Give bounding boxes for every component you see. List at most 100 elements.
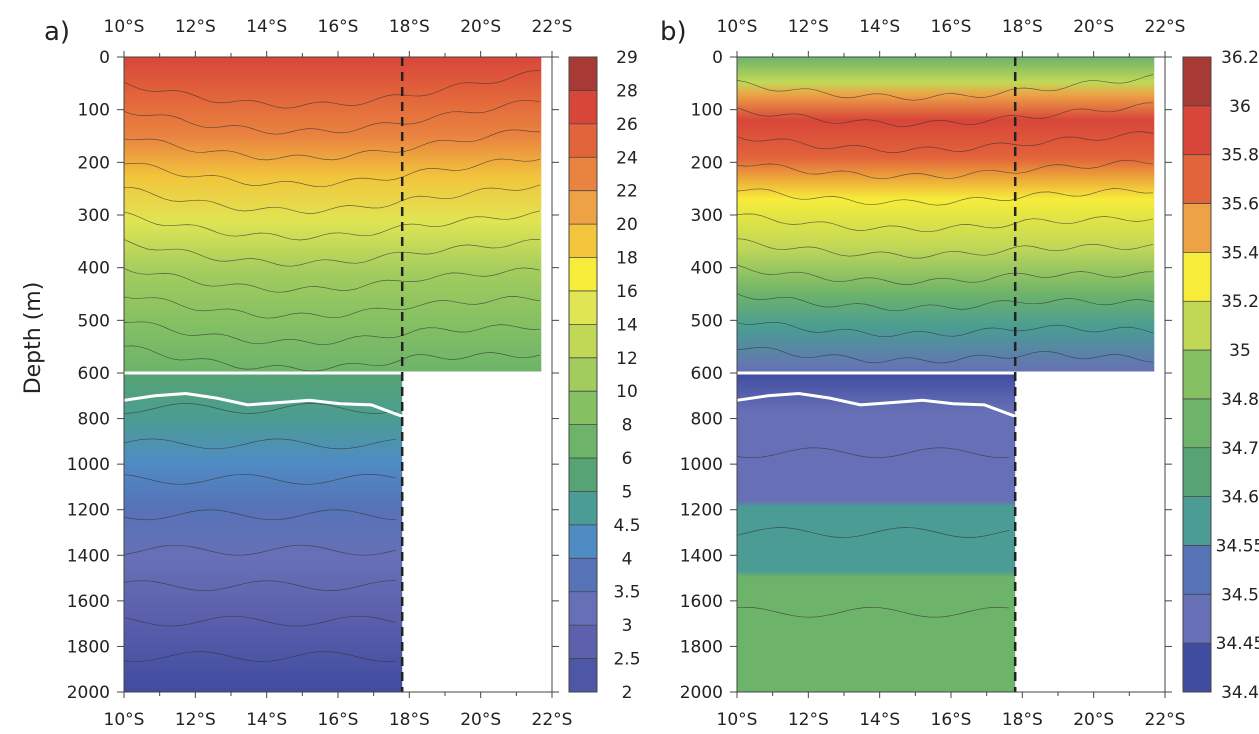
colorbar-label: 35.2 bbox=[1221, 292, 1259, 312]
contour-line bbox=[736, 447, 1010, 459]
y-tick-label: 300 bbox=[691, 206, 723, 226]
colorbar-band bbox=[1183, 105, 1211, 156]
colorbar-band bbox=[569, 123, 597, 158]
upper-field-block bbox=[124, 57, 542, 373]
colorbar-band bbox=[569, 257, 597, 292]
y-tick-label: 600 bbox=[691, 364, 723, 384]
colorbar-band bbox=[1183, 643, 1211, 693]
panel-b-colorbar: 36.2 36 35.8 35.6 35.4 35.2 35 34.8 34.7 34.6 34.5… bbox=[1182, 48, 1259, 703]
colorbar-band bbox=[569, 290, 597, 325]
y-tick-label: 300 bbox=[78, 206, 110, 226]
x-tick-label-top: 10°S bbox=[104, 17, 145, 37]
colorbar-label: 14 bbox=[616, 315, 638, 335]
contour-line bbox=[736, 264, 1154, 285]
x-tick-label-top: 22°S bbox=[1145, 17, 1186, 37]
contour-line bbox=[123, 544, 397, 556]
contour-line bbox=[736, 527, 1010, 538]
x-tick-label-top: 12°S bbox=[175, 17, 216, 37]
contour-line bbox=[123, 158, 541, 188]
y-tick-label: 1000 bbox=[67, 455, 110, 475]
colorbar-label: 34.55 bbox=[1216, 536, 1259, 556]
panel-b-y-ticks: 0 100 200 300 400 500 600 800 1000 1200 1400 1600 18… bbox=[680, 48, 723, 703]
y-tick-label: 2000 bbox=[680, 683, 723, 703]
y-tick-label: 1200 bbox=[680, 501, 723, 521]
colorbar-band bbox=[569, 491, 597, 526]
colorbar-label: 8 bbox=[622, 416, 633, 436]
colorbar-band bbox=[569, 157, 597, 192]
colorbar-band bbox=[1183, 301, 1211, 351]
colorbar-label: 34.45 bbox=[1216, 634, 1259, 654]
contour-line bbox=[123, 267, 541, 293]
x-tick-label-bottom: 14°S bbox=[246, 710, 287, 730]
contour-line bbox=[736, 74, 1154, 101]
y-tick-label: 200 bbox=[78, 153, 110, 173]
y-tick-label: 500 bbox=[78, 311, 110, 331]
x-tick-label-top: 12°S bbox=[788, 17, 829, 37]
x-tick-label-bottom: 16°S bbox=[318, 710, 359, 730]
x-tick-label-top: 14°S bbox=[246, 17, 287, 37]
panel-a-temperature: a) Depth (m) 10°S 12°S 14°S 16°S 18°S 20°S 22°… bbox=[21, 17, 641, 730]
y-tick-label: 500 bbox=[691, 311, 723, 331]
colorbar-label: 35.8 bbox=[1221, 146, 1259, 166]
x-tick-label-top: 22°S bbox=[532, 17, 573, 37]
colorbar-band bbox=[569, 190, 597, 225]
y-tick-label: 1600 bbox=[680, 592, 723, 612]
y-tick-label: 600 bbox=[78, 364, 110, 384]
x-tick-label-bottom: 20°S bbox=[460, 710, 501, 730]
x-tick-label-bottom: 10°S bbox=[104, 710, 145, 730]
x-tick-label-top: 20°S bbox=[460, 17, 501, 37]
y-tick-label: 0 bbox=[712, 48, 723, 68]
lower-field-block bbox=[124, 373, 403, 692]
contour-line bbox=[123, 321, 541, 346]
colorbar-band bbox=[569, 558, 597, 593]
panel-a-x-ticks-top: 10°S 12°S 14°S 16°S 18°S 20°S 22°S bbox=[104, 17, 573, 37]
panel-a-x-ticks-bottom: 10°S 12°S 14°S 16°S 18°S 20°S 22°S bbox=[104, 710, 573, 730]
x-tick-label-top: 10°S bbox=[717, 17, 758, 37]
contour-line bbox=[736, 188, 1154, 206]
colorbar-label: 26 bbox=[616, 115, 638, 135]
colorbar-label: 22 bbox=[616, 182, 638, 202]
x-tick-label-top: 18°S bbox=[1002, 17, 1043, 37]
contour-line bbox=[736, 293, 1154, 312]
colorbar-band bbox=[1183, 594, 1211, 644]
y-tick-label: 100 bbox=[78, 101, 110, 121]
x-tick-label-top: 20°S bbox=[1073, 17, 1114, 37]
x-tick-label-bottom: 20°S bbox=[1073, 710, 1114, 730]
colorbar-band bbox=[569, 90, 597, 125]
colorbar-band bbox=[1183, 350, 1211, 400]
colorbar-band bbox=[569, 391, 597, 426]
colorbar-band bbox=[569, 224, 597, 259]
panel-a-field bbox=[123, 57, 552, 692]
y-tick-label: 1600 bbox=[67, 592, 110, 612]
contour-line bbox=[123, 345, 541, 372]
x-tick-label-bottom: 14°S bbox=[859, 710, 900, 730]
colorbar-label: 5 bbox=[622, 482, 633, 502]
contour-line bbox=[736, 606, 1010, 618]
colorbar-band bbox=[569, 625, 597, 660]
contour-line bbox=[736, 346, 1154, 364]
contour-line bbox=[123, 403, 397, 414]
contour-line bbox=[736, 159, 1154, 180]
contour-line bbox=[123, 296, 541, 319]
panel-a-colorbar: 29 28 26 24 22 20 18 16 14 12 10 8 6 5 4.5 4 3.5 3 2.5 2 bbox=[568, 48, 641, 703]
y-tick-label: 400 bbox=[691, 259, 723, 279]
y-tick-label: 1400 bbox=[67, 546, 110, 566]
x-tick-label-top: 16°S bbox=[318, 17, 359, 37]
y-tick-label: 400 bbox=[78, 259, 110, 279]
contour-line bbox=[736, 102, 1154, 127]
colorbar-label: 10 bbox=[616, 382, 638, 402]
colorbar-label: 24 bbox=[616, 148, 638, 168]
panel-b-salinity: b) 10°S 12°S 14°S 16°S 18°S 20°S 22°S 10°S 12°S… bbox=[660, 17, 1259, 730]
colorbar-label: 6 bbox=[622, 449, 633, 469]
colorbar-label: 34.6 bbox=[1221, 488, 1259, 508]
contour-line bbox=[123, 438, 397, 450]
colorbar-label: 4.5 bbox=[613, 516, 640, 536]
y-tick-label: 200 bbox=[691, 153, 723, 173]
y-tick-label: 800 bbox=[78, 410, 110, 430]
colorbar-band bbox=[569, 658, 597, 693]
white-isoline bbox=[123, 391, 403, 418]
x-tick-label-bottom: 12°S bbox=[788, 710, 829, 730]
contour-line bbox=[123, 210, 541, 241]
y-tick-label: 100 bbox=[691, 101, 723, 121]
x-tick-label-top: 16°S bbox=[931, 17, 972, 37]
